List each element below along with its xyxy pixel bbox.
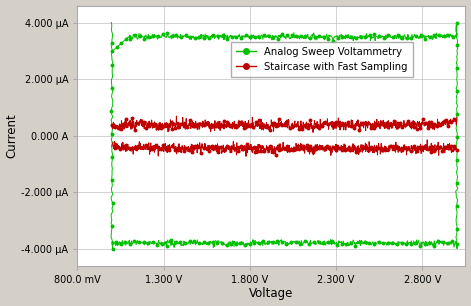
Legend: Analog Sweep Voltammetry, Staircase with Fast Sampling: Analog Sweep Voltammetry, Staircase with… <box>231 42 413 77</box>
Y-axis label: Current: Current <box>6 113 18 158</box>
X-axis label: Voltage: Voltage <box>249 287 293 300</box>
